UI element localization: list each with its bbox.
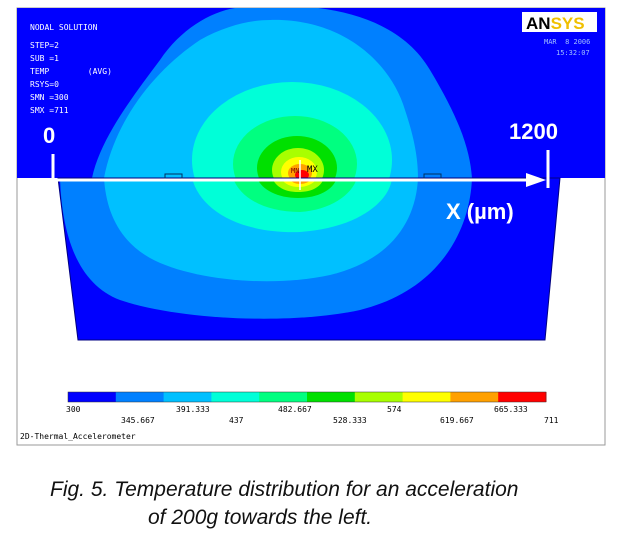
info-line: SMN =300: [30, 93, 69, 102]
info-line: SMX =711: [30, 106, 69, 115]
max-point-marker: MN MX: [291, 165, 318, 175]
caption-line-2: of 200g towards the left.: [148, 506, 373, 529]
legend-swatch: [163, 392, 212, 402]
svg-text:MN: MN: [291, 167, 299, 175]
timestamp: MAR 8 2006 15:32:07: [544, 38, 590, 57]
info-line: SUB =1: [30, 54, 59, 63]
legend-label: 665.333: [494, 405, 528, 414]
ansys-logo: ANSYS: [522, 12, 597, 33]
trapezoid-outline: [57, 177, 561, 341]
legend-swatch: [211, 392, 260, 402]
mx-label: MX: [307, 165, 318, 175]
legend-swatch: [450, 392, 499, 402]
caption-line-1: Fig. 5. Temperature distribution for an …: [50, 478, 519, 501]
legend-label: 437: [229, 416, 244, 425]
legend-swatch: [402, 392, 451, 402]
info-line: TEMP (AVG): [30, 67, 112, 76]
contour-bands-upper: [92, 8, 472, 178]
time-text: 15:32:07: [556, 49, 590, 57]
figure-caption: Fig. 5. Temperature distribution for an …: [0, 476, 630, 532]
legend-swatch: [115, 392, 165, 402]
legend-label: 574: [387, 405, 402, 414]
legend-label: 482.667: [278, 405, 312, 414]
svg-text:ANSYS: ANSYS: [526, 14, 585, 33]
legend-label: 300: [66, 405, 81, 414]
legend-label: 528.333: [333, 416, 367, 425]
legend-swatch: [68, 392, 117, 402]
info-line: STEP=2: [30, 41, 59, 50]
x-axis-annotation: 0 1200 X (µm): [43, 119, 558, 224]
info-line: RSYS=0: [30, 80, 59, 89]
date-text: MAR 8 2006: [544, 38, 590, 46]
axis-start-label: 0: [43, 123, 55, 148]
legend-swatch: [259, 392, 308, 402]
upper-domain: [17, 8, 605, 178]
legend-outline: [67, 391, 547, 403]
legend-label: 345.667: [121, 416, 155, 425]
legend-swatch: [307, 392, 356, 402]
axis-arrowhead: [526, 173, 546, 187]
axis-unit-label: X (µm): [446, 199, 514, 224]
legend-label: 711: [544, 416, 559, 425]
legend-swatch: [498, 392, 547, 402]
ansys-contour-figure: NODAL SOLUTION STEP=2 SUB =1 TEMP (AVG) …: [16, 7, 606, 446]
legend-swatch: [354, 392, 404, 402]
color-legend-bar: [67, 391, 547, 403]
axis-end-label: 1200: [509, 119, 558, 144]
lower-domain: [58, 178, 560, 340]
info-line: NODAL SOLUTION: [30, 23, 98, 32]
solution-info: NODAL SOLUTION STEP=2 SUB =1 TEMP (AVG) …: [30, 23, 112, 115]
model-title: 2D-Thermal_Accelerometer: [20, 432, 136, 441]
legend-label: 619.667: [440, 416, 474, 425]
legend-label: 391.333: [176, 405, 210, 414]
color-legend-labels: 300 391.333 482.667 574 665.333 345.667 …: [66, 405, 559, 425]
